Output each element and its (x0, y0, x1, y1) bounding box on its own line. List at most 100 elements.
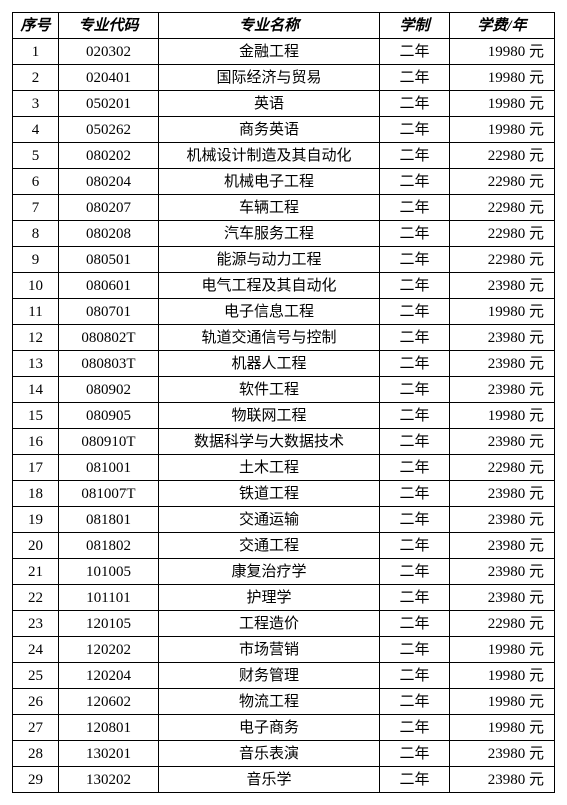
fee-unit: 元 (529, 485, 544, 503)
cell-code: 080202 (59, 143, 159, 169)
cell-fee: 22980 元 (450, 221, 555, 247)
cell-fee: 19980 元 (450, 91, 555, 117)
cell-idx: 25 (13, 663, 59, 689)
fee-unit: 元 (529, 511, 544, 529)
cell-name: 机械电子工程 (159, 169, 380, 195)
fee-value: 23980 (488, 485, 526, 503)
cell-idx: 3 (13, 91, 59, 117)
fee-value: 23980 (488, 537, 526, 555)
cell-fee: 23980 元 (450, 377, 555, 403)
header-code: 专业代码 (59, 13, 159, 39)
table-row: 4050262商务英语二年19980 元 (13, 117, 555, 143)
cell-fee: 19980 元 (450, 299, 555, 325)
cell-duration: 二年 (380, 221, 450, 247)
cell-name: 电气工程及其自动化 (159, 273, 380, 299)
table-row: 13080803T机器人工程二年23980 元 (13, 351, 555, 377)
cell-fee: 23980 元 (450, 325, 555, 351)
header-idx: 序号 (13, 13, 59, 39)
cell-idx: 27 (13, 715, 59, 741)
cell-fee: 22980 元 (450, 611, 555, 637)
fee-value: 19980 (488, 693, 526, 711)
table-row: 3050201英语二年19980 元 (13, 91, 555, 117)
table-row: 24120202市场营销二年19980 元 (13, 637, 555, 663)
cell-idx: 15 (13, 403, 59, 429)
cell-idx: 29 (13, 767, 59, 793)
cell-code: 080910T (59, 429, 159, 455)
cell-idx: 16 (13, 429, 59, 455)
cell-code: 120602 (59, 689, 159, 715)
cell-code: 101101 (59, 585, 159, 611)
cell-duration: 二年 (380, 91, 450, 117)
fee-value: 23980 (488, 563, 526, 581)
cell-idx: 6 (13, 169, 59, 195)
cell-name: 能源与动力工程 (159, 247, 380, 273)
cell-duration: 二年 (380, 611, 450, 637)
fee-value: 19980 (488, 121, 526, 139)
cell-code: 130201 (59, 741, 159, 767)
cell-duration: 二年 (380, 715, 450, 741)
cell-idx: 13 (13, 351, 59, 377)
fee-unit: 元 (529, 667, 544, 685)
cell-name: 市场营销 (159, 637, 380, 663)
fee-unit: 元 (529, 641, 544, 659)
cell-idx: 2 (13, 65, 59, 91)
fee-unit: 元 (529, 199, 544, 217)
cell-duration: 二年 (380, 663, 450, 689)
fee-value: 23980 (488, 745, 526, 763)
table-row: 26120602物流工程二年19980 元 (13, 689, 555, 715)
fee-value: 19980 (488, 641, 526, 659)
cell-fee: 19980 元 (450, 663, 555, 689)
fee-value: 19980 (488, 303, 526, 321)
cell-idx: 4 (13, 117, 59, 143)
fee-value: 23980 (488, 771, 526, 789)
table-row: 28130201音乐表演二年23980 元 (13, 741, 555, 767)
cell-name: 数据科学与大数据技术 (159, 429, 380, 455)
cell-idx: 20 (13, 533, 59, 559)
cell-name: 机器人工程 (159, 351, 380, 377)
cell-name: 财务管理 (159, 663, 380, 689)
cell-code: 080204 (59, 169, 159, 195)
cell-duration: 二年 (380, 143, 450, 169)
cell-name: 护理学 (159, 585, 380, 611)
cell-fee: 19980 元 (450, 403, 555, 429)
cell-duration: 二年 (380, 169, 450, 195)
fee-unit: 元 (529, 407, 544, 425)
cell-name: 金融工程 (159, 39, 380, 65)
fee-unit: 元 (529, 303, 544, 321)
cell-duration: 二年 (380, 741, 450, 767)
fee-value: 23980 (488, 589, 526, 607)
cell-code: 080208 (59, 221, 159, 247)
cell-duration: 二年 (380, 429, 450, 455)
cell-fee: 23980 元 (450, 741, 555, 767)
fee-unit: 元 (529, 329, 544, 347)
cell-idx: 24 (13, 637, 59, 663)
table-row: 19081801交通运输二年23980 元 (13, 507, 555, 533)
cell-duration: 二年 (380, 585, 450, 611)
cell-duration: 二年 (380, 637, 450, 663)
cell-code: 120204 (59, 663, 159, 689)
cell-fee: 23980 元 (450, 481, 555, 507)
cell-duration: 二年 (380, 481, 450, 507)
cell-code: 080803T (59, 351, 159, 377)
cell-idx: 7 (13, 195, 59, 221)
table-row: 2020401国际经济与贸易二年19980 元 (13, 65, 555, 91)
fee-unit: 元 (529, 173, 544, 191)
fee-value: 22980 (488, 225, 526, 243)
fee-unit: 元 (529, 355, 544, 373)
cell-fee: 23980 元 (450, 559, 555, 585)
fee-unit: 元 (529, 251, 544, 269)
fee-unit: 元 (529, 615, 544, 633)
fee-value: 19980 (488, 43, 526, 61)
cell-duration: 二年 (380, 767, 450, 793)
cell-idx: 9 (13, 247, 59, 273)
cell-duration: 二年 (380, 65, 450, 91)
cell-idx: 26 (13, 689, 59, 715)
cell-code: 081802 (59, 533, 159, 559)
cell-fee: 19980 元 (450, 117, 555, 143)
cell-fee: 23980 元 (450, 351, 555, 377)
majors-table: 序号 专业代码 专业名称 学制 学费/年 1020302金融工程二年19980 … (12, 12, 555, 793)
cell-fee: 22980 元 (450, 169, 555, 195)
fee-unit: 元 (529, 745, 544, 763)
cell-name: 物流工程 (159, 689, 380, 715)
fee-unit: 元 (529, 433, 544, 451)
